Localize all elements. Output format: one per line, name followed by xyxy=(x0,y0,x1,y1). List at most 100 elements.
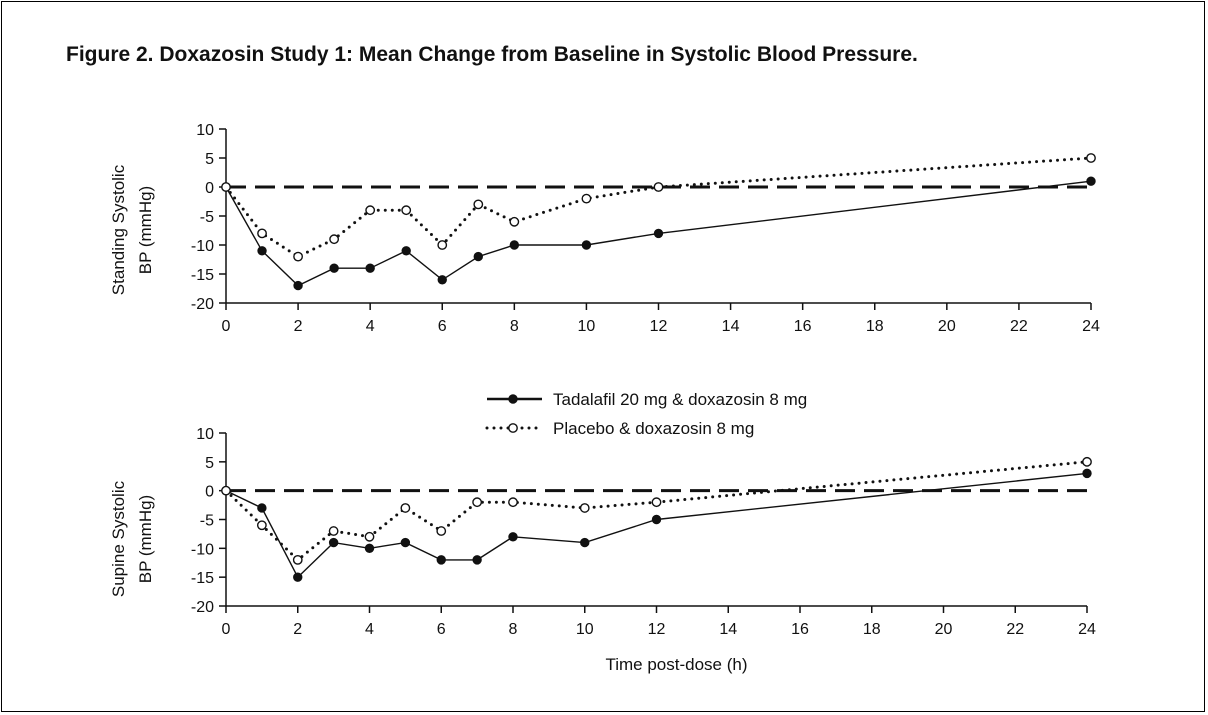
x-tick-label: 24 xyxy=(1078,621,1096,638)
point-placebo xyxy=(651,497,662,508)
point-tadalafil xyxy=(472,555,482,565)
point-placebo xyxy=(401,205,412,216)
y-tick-label: -10 xyxy=(191,541,214,558)
x-tick-label: 18 xyxy=(863,621,881,638)
y-tick-label: -15 xyxy=(191,570,214,587)
x-tick-label: 6 xyxy=(438,318,447,335)
y-axis-label: Standing Systolic xyxy=(109,164,128,295)
x-tick-label: 0 xyxy=(222,621,231,638)
y-tick-label: 0 xyxy=(205,180,214,197)
point-placebo xyxy=(509,216,520,227)
x-tick-label: 22 xyxy=(1006,621,1024,638)
series-line-tadalafil xyxy=(225,472,1088,579)
y-tick-label: -20 xyxy=(191,599,214,616)
point-placebo xyxy=(329,234,340,245)
x-tick-label: 12 xyxy=(648,621,666,638)
point-placebo xyxy=(400,503,411,513)
point-tadalafil xyxy=(328,537,339,548)
point-placebo xyxy=(508,497,518,508)
point-placebo xyxy=(364,531,375,542)
point-tadalafil xyxy=(508,532,518,542)
y-axis-label: BP (mmHg) xyxy=(136,186,155,274)
point-tadalafil xyxy=(436,555,446,565)
point-tadalafil xyxy=(1082,468,1092,479)
point-tadalafil xyxy=(651,514,662,525)
x-tick-label: 4 xyxy=(365,621,374,638)
point-placebo xyxy=(437,240,448,250)
point-placebo xyxy=(473,199,484,210)
point-tadalafil xyxy=(257,246,267,256)
x-tick-label: 16 xyxy=(791,621,809,638)
y-tick-label: 5 xyxy=(205,455,214,472)
x-tick-label: 6 xyxy=(437,621,446,638)
x-tick-label: 14 xyxy=(722,318,740,335)
point-placebo xyxy=(1086,153,1096,163)
point-tadalafil xyxy=(293,280,303,291)
point-tadalafil xyxy=(329,263,339,273)
point-tadalafil xyxy=(1086,176,1096,186)
y-tick-label: -10 xyxy=(191,238,214,255)
point-tadalafil xyxy=(365,263,375,273)
point-tadalafil xyxy=(580,537,590,548)
x-tick-label: 10 xyxy=(576,621,594,638)
x-tick-label: 8 xyxy=(509,621,518,638)
y-tick-label: -5 xyxy=(200,513,214,530)
point-tadalafil xyxy=(293,572,303,582)
y-tick-label: 5 xyxy=(205,151,214,168)
legend: Tadalafil 20 mg & doxazosin 8 mg Placebo … xyxy=(485,390,807,438)
y-tick-label: -15 xyxy=(191,267,214,284)
point-tadalafil xyxy=(581,240,592,250)
point-placebo xyxy=(436,526,447,536)
y-tick-label: 10 xyxy=(196,122,214,139)
point-placebo xyxy=(256,520,267,531)
point-tadalafil xyxy=(400,537,411,548)
x-tick-label: 12 xyxy=(650,318,668,335)
x-tick-label: 0 xyxy=(222,318,231,335)
x-tick-label: 14 xyxy=(719,621,737,638)
point-tadalafil xyxy=(257,503,267,513)
x-tick-label: 16 xyxy=(794,318,812,335)
point-placebo xyxy=(653,182,664,192)
x-tick-label: 18 xyxy=(866,318,884,335)
point-tadalafil xyxy=(653,228,664,239)
point-placebo xyxy=(328,526,339,536)
x-tick-label: 10 xyxy=(578,318,596,335)
legend-marker-placebo xyxy=(508,423,518,433)
y-tick-label: -20 xyxy=(191,296,214,313)
point-placebo xyxy=(257,228,267,239)
legend-label: Tadalafil 20 mg & doxazosin 8 mg xyxy=(553,390,807,409)
x-tick-label: 8 xyxy=(510,318,519,335)
y-tick-label: 0 xyxy=(205,484,214,501)
point-placebo xyxy=(579,503,590,513)
point-placebo xyxy=(365,205,376,216)
point-tadalafil xyxy=(401,246,411,256)
point-tadalafil xyxy=(437,275,447,285)
series-line-tadalafil xyxy=(225,180,1092,287)
y-axis-label: Supine Systolic xyxy=(109,480,128,597)
point-placebo xyxy=(221,182,231,192)
point-placebo xyxy=(581,193,592,204)
point-placebo xyxy=(472,497,483,508)
x-tick-label: 24 xyxy=(1082,318,1100,335)
y-axis-label: BP (mmHg) xyxy=(136,495,155,583)
series-line-placebo xyxy=(224,156,1093,259)
y-tick-label: -5 xyxy=(200,209,214,226)
point-placebo xyxy=(1082,456,1092,467)
x-tick-label: 4 xyxy=(366,318,375,335)
point-tadalafil xyxy=(364,543,375,554)
x-tick-label: 22 xyxy=(1010,318,1028,335)
legend-label: Placebo & doxazosin 8 mg xyxy=(553,419,754,438)
y-tick-label: 10 xyxy=(196,426,214,443)
point-tadalafil xyxy=(473,251,483,262)
point-placebo xyxy=(293,251,303,262)
figure-title: Figure 2. Doxazosin Study 1: Mean Change… xyxy=(66,43,918,66)
point-placebo xyxy=(292,554,303,565)
x-tick-label: 2 xyxy=(294,318,303,335)
point-placebo xyxy=(221,485,231,496)
x-tick-label: 2 xyxy=(293,621,302,638)
x-tick-label: 20 xyxy=(938,318,956,335)
